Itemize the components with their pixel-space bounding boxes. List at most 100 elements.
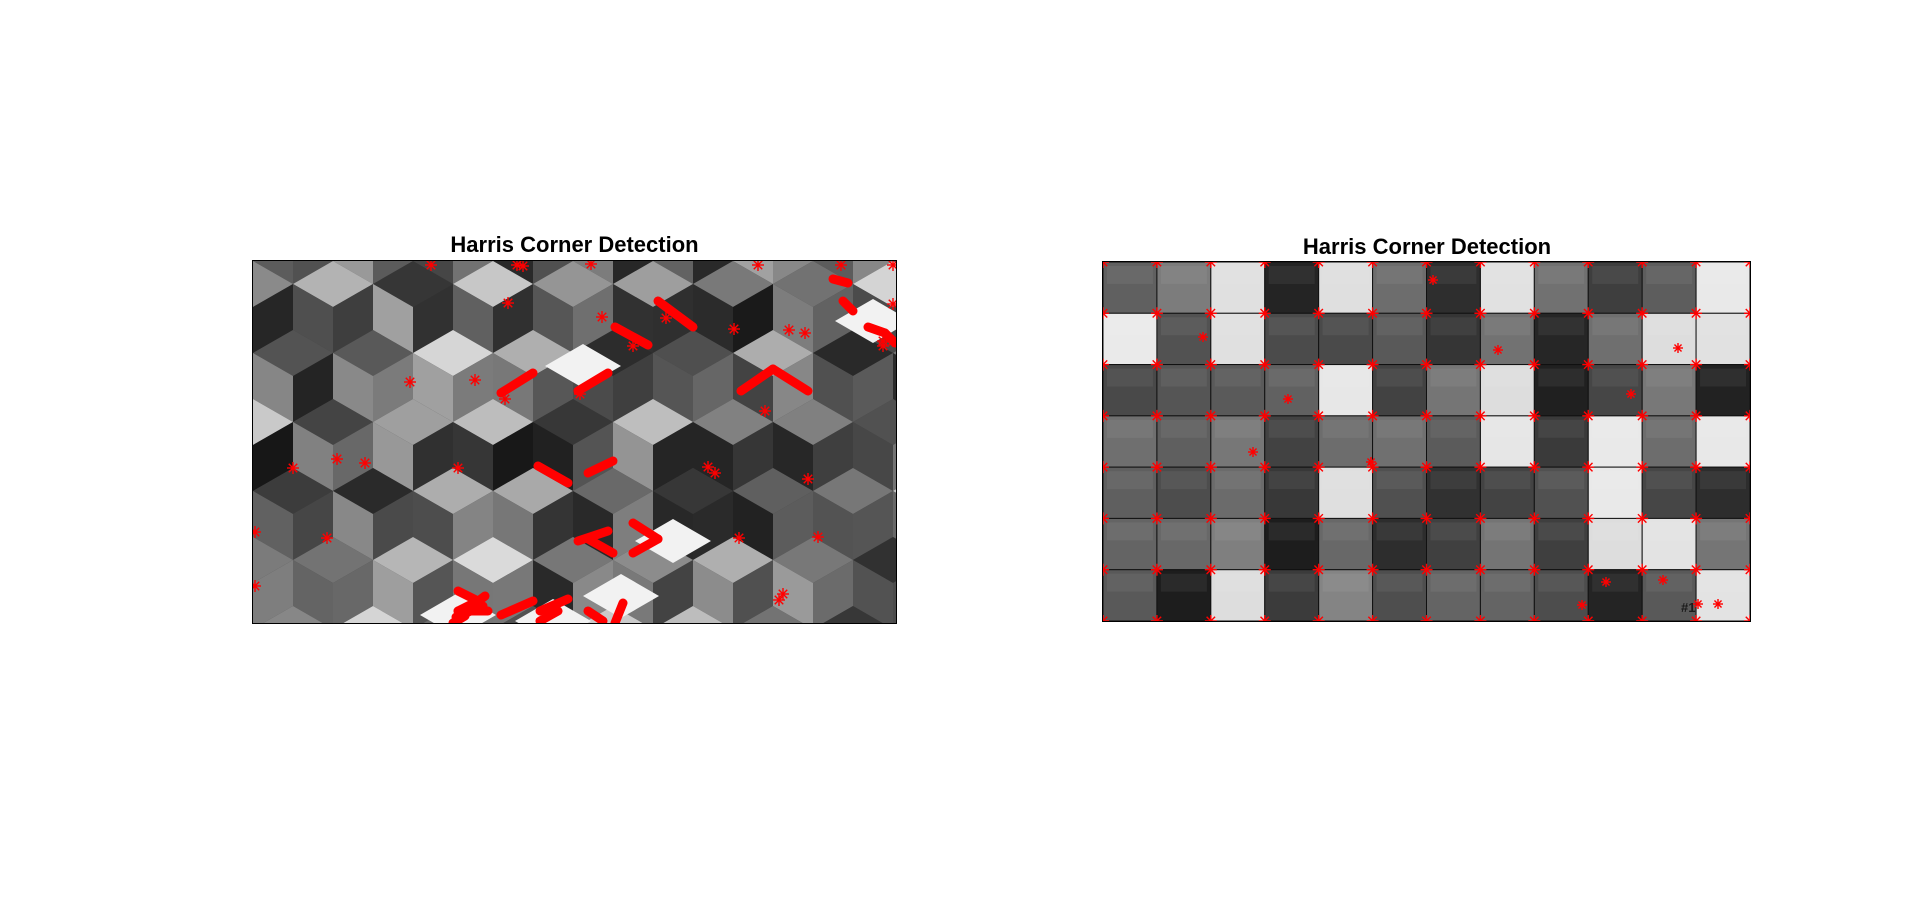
corner-marker: [1204, 262, 1217, 268]
tile-highlight: [1646, 522, 1693, 541]
corner-marker: [1150, 409, 1163, 422]
tile-highlight: [1430, 471, 1477, 490]
tile-highlight: [1700, 317, 1746, 336]
corner-marker: [1528, 512, 1541, 525]
corner-marker-cluster: [535, 606, 563, 623]
tile-highlight: [1107, 419, 1153, 438]
corner-marker: [1528, 615, 1541, 621]
cube-face: [343, 606, 403, 623]
tile-highlight: [1646, 266, 1693, 284]
tile-highlight: [1322, 419, 1369, 438]
tile: [1533, 517, 1589, 571]
corner-marker: [1577, 600, 1587, 610]
tile: [1533, 262, 1589, 314]
cube-face: [653, 560, 693, 623]
corner-marker: [1312, 358, 1325, 371]
cube-face: [635, 519, 711, 563]
tile: [1372, 466, 1428, 519]
corner-marker-cluster: [583, 606, 608, 623]
corner-marker: [1103, 563, 1109, 576]
tile-highlight: [1107, 471, 1153, 490]
tile: [1695, 517, 1750, 571]
corner-marker: [1103, 307, 1109, 320]
tile-highlight: [1376, 573, 1423, 592]
tile: [1695, 466, 1750, 519]
cube-face: [893, 491, 896, 539]
corner-marker: [321, 532, 333, 544]
corner-marker-cluster: [496, 368, 538, 398]
corner-marker: [1420, 409, 1433, 422]
corner-marker: [1474, 262, 1487, 268]
corner-marker-cluster: [583, 534, 618, 558]
corner-marker: [1636, 358, 1649, 371]
panel-title: Harris Corner Detection: [1302, 234, 1552, 259]
corner-marker: [1283, 394, 1293, 404]
corner-marker: [812, 531, 824, 543]
tile: [1103, 312, 1158, 366]
tile-highlight: [1646, 317, 1693, 336]
corner-marker: [1420, 512, 1433, 525]
figure-panel-left: Harris Corner Detection: [252, 232, 897, 624]
corner-marker: [1366, 358, 1379, 371]
corner-marker: [1258, 307, 1271, 320]
corner-marker: [517, 261, 529, 272]
tile-highlight: [1484, 317, 1531, 336]
corner-marker: [1582, 262, 1595, 268]
corner-marker: [783, 324, 795, 336]
corner-marker: [1420, 262, 1433, 268]
corner-marker: [887, 335, 896, 347]
tile-highlight: [1214, 368, 1261, 387]
tile-highlight: [1538, 471, 1585, 490]
tile: [1264, 415, 1320, 468]
tile-highlight: [1592, 419, 1639, 438]
corner-marker-cluster: [533, 461, 573, 488]
cube-face: [253, 560, 293, 623]
corner-marker: [1103, 461, 1109, 474]
corner-marker: [1713, 599, 1723, 609]
corner-marker-cluster: [610, 322, 653, 350]
corner-marker-cluster: [768, 364, 813, 396]
tile-highlight: [1214, 471, 1261, 490]
tile-highlight: [1214, 317, 1261, 336]
corner-marker: [1744, 409, 1750, 422]
corner-marker: [1103, 512, 1109, 525]
tile: [1210, 466, 1266, 519]
corner-marker: [1312, 262, 1325, 268]
tile: [1318, 517, 1374, 571]
tile-highlight: [1646, 368, 1693, 387]
corner-marker: [1204, 358, 1217, 371]
tile: [1156, 466, 1212, 519]
corner-marker: [1582, 409, 1595, 422]
tile-highlight: [1700, 368, 1746, 387]
cube-face: [853, 261, 896, 307]
corner-marker: [752, 261, 764, 271]
tile-highlight: [1107, 368, 1153, 387]
corner-marker: [1420, 615, 1433, 621]
tile-highlight: [1430, 419, 1477, 438]
corner-marker: [1636, 307, 1649, 320]
corner-marker: [1636, 563, 1649, 576]
cube-face: [853, 399, 896, 445]
tile-highlight: [1700, 266, 1746, 284]
corner-marker-cluster: [736, 364, 778, 396]
cube-face: [823, 606, 883, 623]
tile-highlight: [1160, 317, 1207, 336]
tile: [1479, 466, 1535, 519]
corner-marker: [287, 462, 299, 474]
tile: [1426, 517, 1481, 571]
corner-marker: [1428, 275, 1438, 285]
corner-marker: [759, 405, 771, 417]
corner-marker-cluster: [838, 296, 858, 316]
corner-marker: [1204, 512, 1217, 525]
tile-highlight: [1322, 317, 1369, 336]
corner-marker: [1636, 512, 1649, 525]
tile: [1533, 466, 1589, 519]
tile-highlight: [1700, 573, 1746, 592]
tile-highlight: [1376, 522, 1423, 541]
corner-marker: [1690, 262, 1703, 268]
corner-marker: [733, 532, 745, 544]
corner-marker: [1636, 615, 1649, 621]
tile-highlight: [1214, 573, 1261, 592]
corner-marker: [1474, 461, 1487, 474]
cube-face: [743, 606, 803, 623]
